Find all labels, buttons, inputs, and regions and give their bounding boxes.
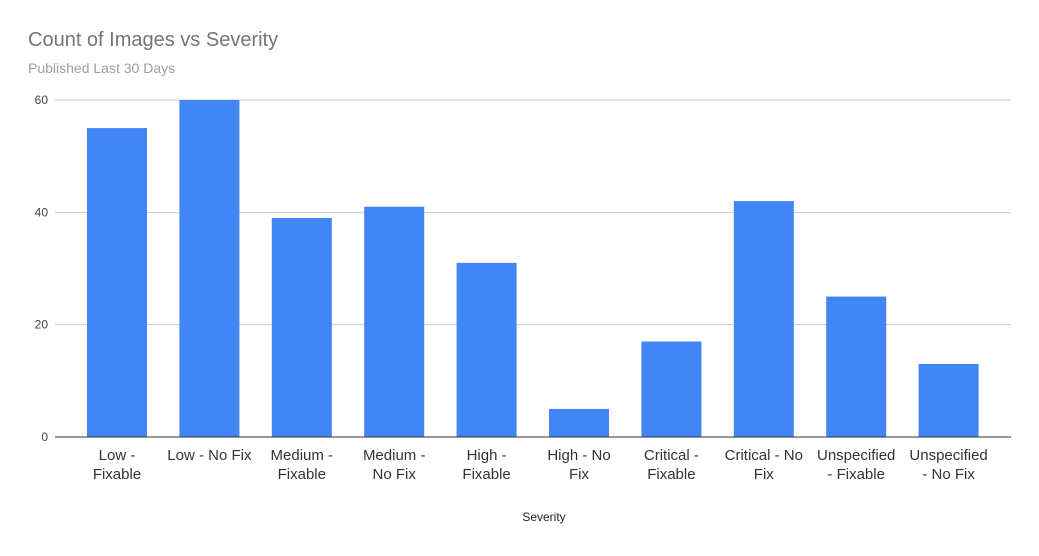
bar	[826, 296, 887, 437]
x-tick-label: Medium -No Fix	[363, 447, 426, 483]
x-tick-label: High -Fixable	[462, 447, 510, 483]
y-tick-label: 60	[35, 93, 49, 107]
x-tick-label: Critical -Fixable	[644, 447, 699, 483]
chart-subtitle: Published Last 30 Days	[28, 60, 176, 76]
chart-title: Count of Images vs Severity	[28, 29, 279, 51]
y-tick-label: 40	[35, 205, 49, 219]
bar	[456, 262, 517, 437]
bar	[87, 128, 147, 438]
x-tick-label: Low -Fixable	[93, 447, 141, 483]
y-tick-label: 0	[41, 430, 48, 444]
bar	[179, 100, 240, 437]
bars	[87, 100, 979, 438]
x-tick-label: Unspecified - Fixable	[817, 447, 895, 483]
axes: 0 20 40 60 Low -Fixable Low - No Fix Medium -F…	[35, 93, 1011, 483]
x-tick-label: Low - No Fix	[167, 447, 252, 464]
x-tick-label: Medium -Fixable	[271, 447, 334, 483]
x-tick-label: Critical - No Fix	[725, 447, 803, 483]
x-tick-label: High - No Fix	[547, 447, 610, 483]
bar	[364, 206, 425, 437]
bar	[918, 363, 979, 437]
x-tick-label: Unspecified - No Fix	[909, 447, 987, 483]
bar	[271, 217, 332, 437]
bar	[733, 201, 794, 437]
x-axis-title: Severity	[522, 510, 565, 524]
bar	[641, 341, 702, 437]
bar	[549, 408, 609, 437]
y-tick-label: 20	[35, 318, 49, 332]
